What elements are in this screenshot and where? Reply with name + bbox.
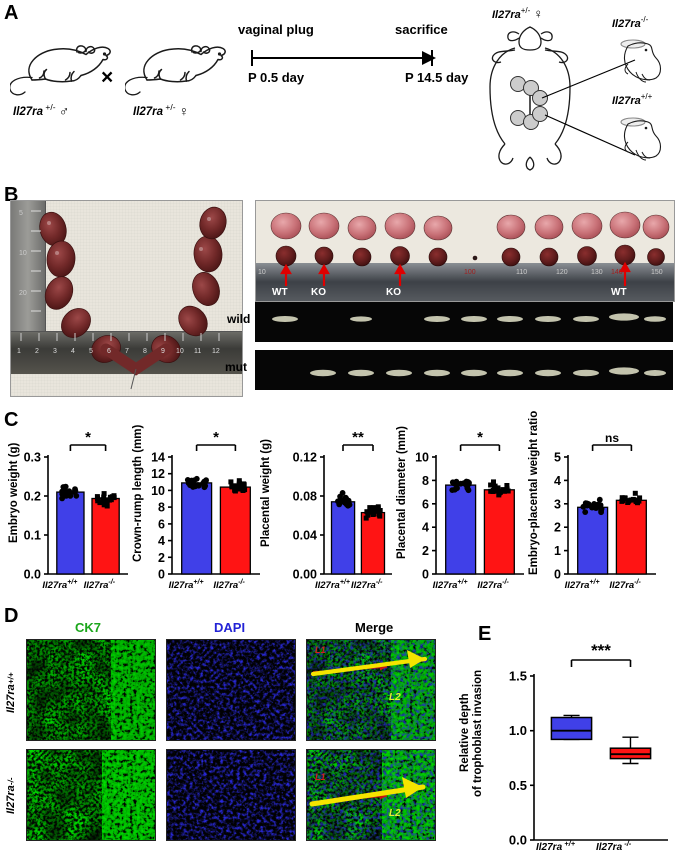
svg-text:2: 2 xyxy=(35,348,39,355)
svg-text:0: 0 xyxy=(554,568,561,582)
svg-text:2: 2 xyxy=(158,551,165,565)
svg-text:5: 5 xyxy=(19,210,23,217)
svg-text:150: 150 xyxy=(651,269,663,276)
svg-text:8: 8 xyxy=(143,348,147,355)
svg-text:0.04: 0.04 xyxy=(293,529,317,543)
svg-text:3: 3 xyxy=(53,348,57,355)
svg-text:6: 6 xyxy=(158,517,165,531)
svg-text:5: 5 xyxy=(89,348,93,355)
svg-text:4: 4 xyxy=(71,348,75,355)
svg-text:0.0: 0.0 xyxy=(24,568,41,582)
svg-text:0.12: 0.12 xyxy=(293,451,317,465)
svg-text:0: 0 xyxy=(422,568,429,582)
svg-text:7: 7 xyxy=(125,348,129,355)
svg-text:1: 1 xyxy=(554,544,561,558)
svg-text:4: 4 xyxy=(422,521,429,535)
svg-text:110: 110 xyxy=(516,269,527,276)
svg-text:11: 11 xyxy=(194,348,201,355)
svg-text:1.5: 1.5 xyxy=(509,669,527,684)
svg-text:10: 10 xyxy=(151,484,165,498)
svg-text:6: 6 xyxy=(422,497,429,511)
svg-text:***: *** xyxy=(591,641,611,660)
svg-text:14: 14 xyxy=(151,451,165,465)
svg-text:8: 8 xyxy=(158,501,165,515)
svg-text:12: 12 xyxy=(151,467,165,481)
svg-text:2: 2 xyxy=(554,521,561,535)
svg-text:20: 20 xyxy=(19,290,27,297)
svg-text:120: 120 xyxy=(556,269,568,276)
svg-text:10: 10 xyxy=(415,451,429,465)
svg-text:10: 10 xyxy=(19,250,27,257)
svg-text:1.0: 1.0 xyxy=(509,723,527,738)
svg-text:10: 10 xyxy=(258,269,266,276)
svg-text:*: * xyxy=(213,429,219,446)
svg-text:100: 100 xyxy=(464,269,476,276)
svg-text:12: 12 xyxy=(212,348,220,355)
svg-text:10: 10 xyxy=(176,348,184,355)
svg-text:0.0: 0.0 xyxy=(509,833,527,848)
svg-text:0.00: 0.00 xyxy=(293,568,317,582)
svg-text:0.3: 0.3 xyxy=(24,451,41,465)
svg-text:*: * xyxy=(85,429,91,446)
svg-text:0.08: 0.08 xyxy=(293,490,317,504)
svg-text:**: ** xyxy=(352,429,364,446)
svg-text:0.2: 0.2 xyxy=(24,490,41,504)
svg-text:4: 4 xyxy=(554,474,561,488)
svg-text:6: 6 xyxy=(107,348,111,355)
svg-text:4: 4 xyxy=(158,534,165,548)
svg-text:0.5: 0.5 xyxy=(509,778,527,793)
svg-text:0.1: 0.1 xyxy=(24,529,41,543)
svg-text:3: 3 xyxy=(554,497,561,511)
svg-text:140: 140 xyxy=(611,269,623,276)
svg-text:8: 8 xyxy=(422,474,429,488)
svg-text:0: 0 xyxy=(158,568,165,582)
svg-text:2: 2 xyxy=(422,544,429,558)
svg-text:*: * xyxy=(477,429,483,446)
svg-text:5: 5 xyxy=(554,451,561,465)
svg-text:9: 9 xyxy=(161,348,165,355)
svg-text:130: 130 xyxy=(591,269,603,276)
svg-text:ns: ns xyxy=(605,431,619,445)
svg-text:1: 1 xyxy=(17,348,21,355)
